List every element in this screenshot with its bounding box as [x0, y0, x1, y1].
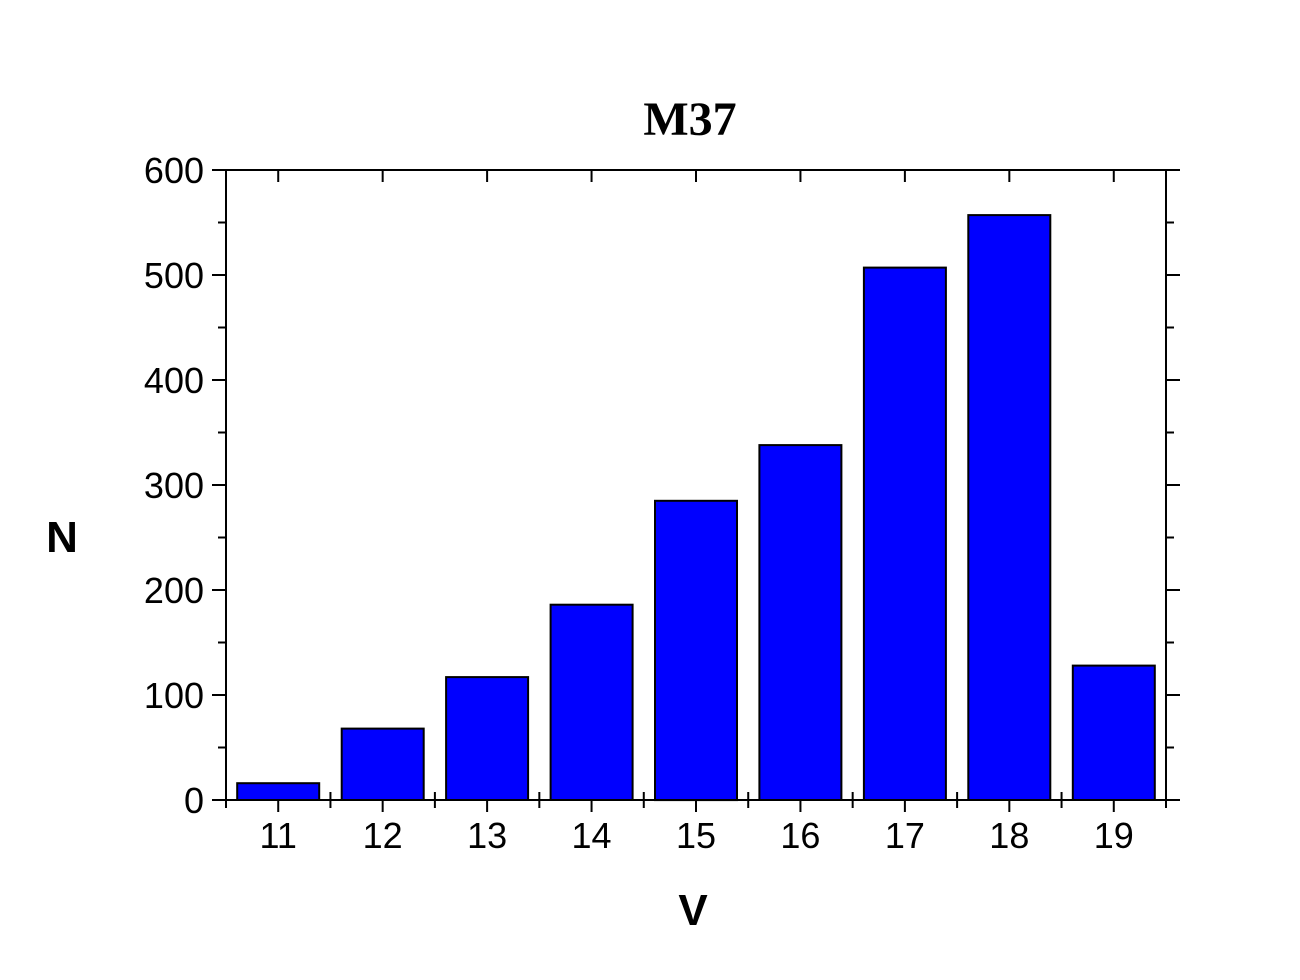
bar-15	[654, 499, 738, 802]
bar-14	[549, 603, 634, 802]
y-tick-label: 200	[144, 570, 204, 611]
bar-16	[758, 444, 843, 801]
bars-layer	[236, 214, 1156, 802]
x-tick-label: 16	[780, 815, 820, 856]
bar-19	[1071, 664, 1156, 801]
bar-13	[445, 676, 530, 801]
bar-12	[340, 727, 425, 801]
y-tick-label: 600	[144, 150, 204, 191]
bar-18	[967, 214, 1052, 802]
x-tick-label: 18	[989, 815, 1029, 856]
axes-layer	[212, 169, 1180, 812]
x-tick-label: 15	[676, 815, 716, 856]
x-tick-label: 19	[1094, 815, 1134, 856]
chart-title: M37	[643, 93, 736, 146]
tick-labels-layer: 0 100 200 300 400 500 600 11 12 13 14 15 16 17 18 19	[144, 150, 1134, 856]
x-tick-label: 13	[467, 815, 507, 856]
x-axis-title: V	[678, 886, 708, 935]
y-tick-label: 400	[144, 360, 204, 401]
y-tick-label: 300	[144, 465, 204, 506]
x-tick-label: 14	[572, 815, 612, 856]
y-tick-label: 100	[144, 675, 204, 716]
y-tick-label: 0	[184, 780, 204, 821]
bar-17	[862, 266, 947, 802]
x-tick-label: 17	[885, 815, 925, 856]
y-tick-label: 500	[144, 255, 204, 296]
x-tick-label: 11	[260, 815, 297, 856]
bar-11	[236, 782, 321, 802]
y-axis-title: N	[46, 513, 78, 562]
x-tick-label: 12	[363, 815, 403, 856]
